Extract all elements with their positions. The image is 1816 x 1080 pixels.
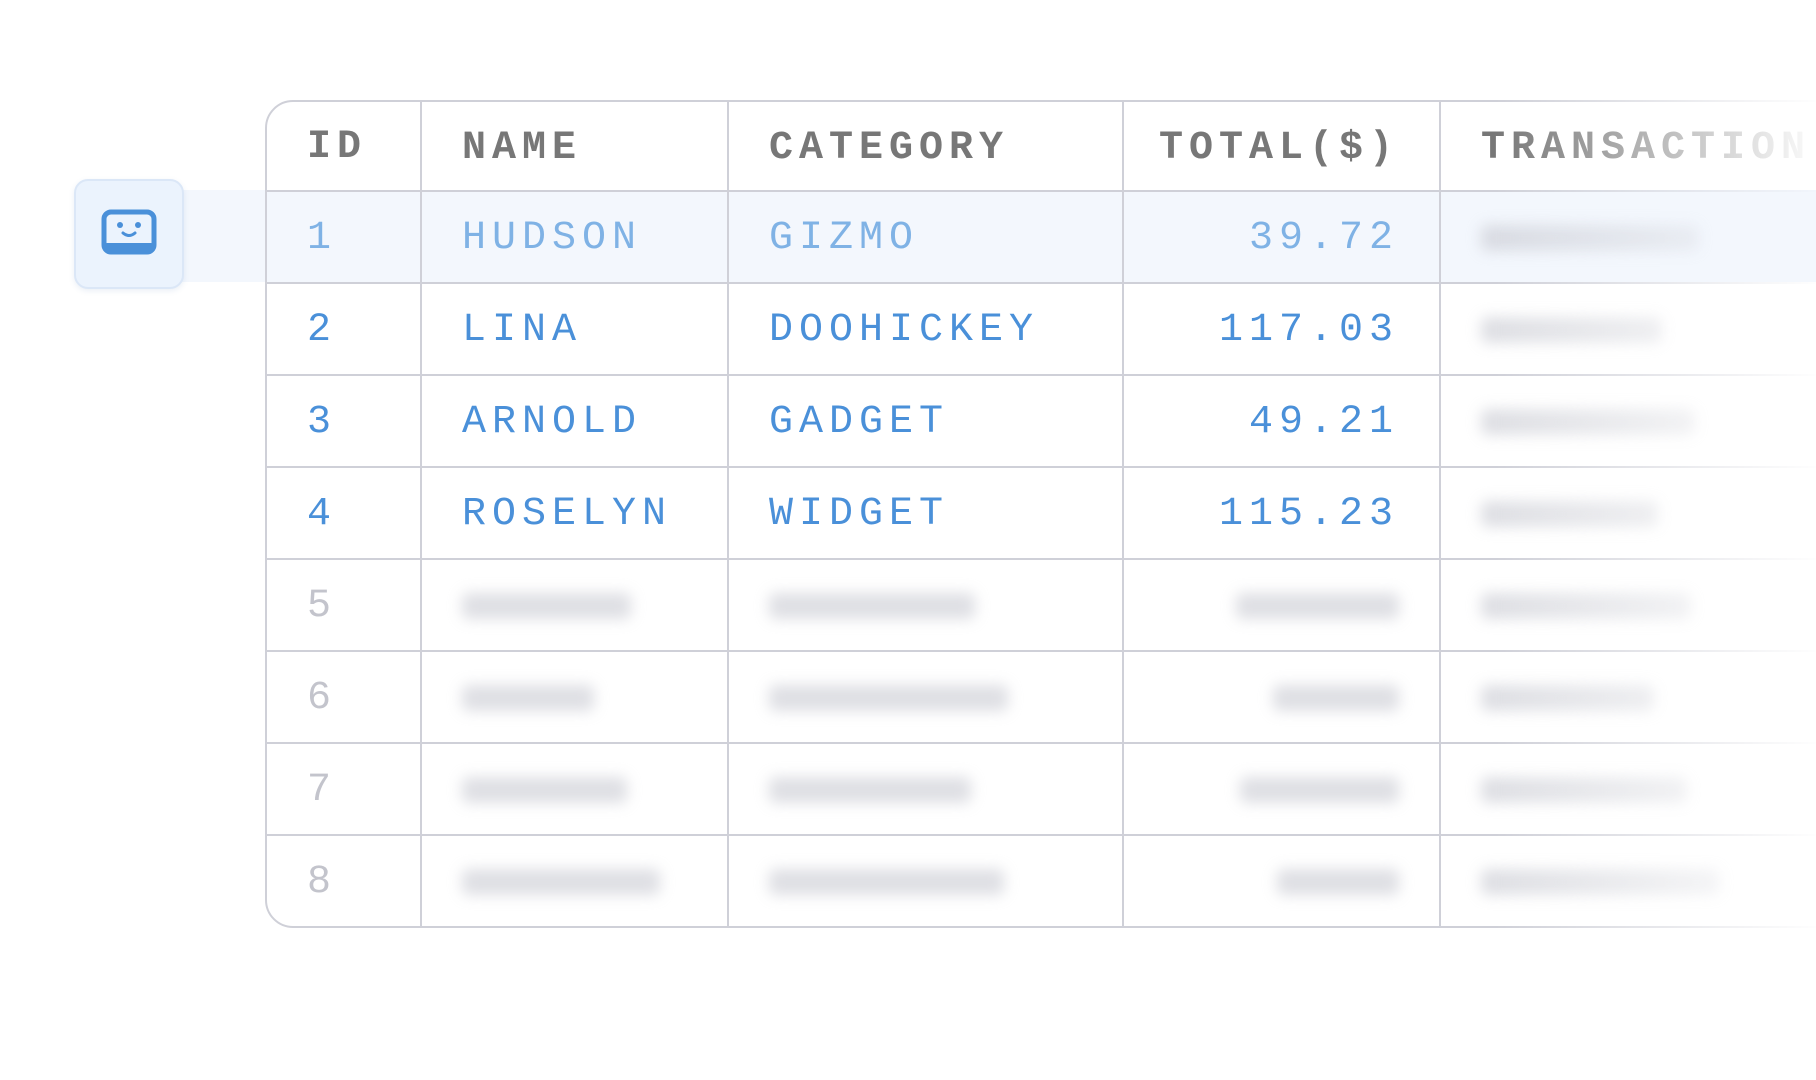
- cell-text: DOOHICKEY: [769, 307, 1040, 353]
- blurred-cell: [462, 685, 594, 711]
- column-header: NAME: [462, 125, 583, 171]
- cell-text: ROSELYN: [462, 491, 673, 537]
- table-wrap: ID NAME CATEGORY TOTAL($) TRANSACTION 1 HUDSON…: [265, 100, 1816, 930]
- row-id: 3: [307, 399, 338, 445]
- column-divider: [420, 102, 422, 928]
- blurred-cell: [462, 869, 660, 895]
- cell-text: HUDSON: [462, 215, 643, 261]
- cell-text: 49.21: [1248, 399, 1399, 445]
- blurred-cell: [1277, 869, 1399, 895]
- blurred-cell: [769, 777, 971, 803]
- blurred-cell: [1481, 869, 1720, 895]
- blurred-cell: [769, 593, 975, 619]
- blurred-cell: [1236, 593, 1399, 619]
- column-divider: [727, 102, 729, 928]
- row-id: 5: [307, 583, 338, 629]
- row-divider: [267, 466, 1816, 468]
- row-id: 2: [307, 307, 338, 353]
- column-header: TOTAL($): [1158, 125, 1399, 171]
- row-divider: [267, 374, 1816, 376]
- column-header: ID: [307, 124, 368, 170]
- cell-text: 39.72: [1248, 215, 1399, 261]
- column-header: TRANSACTION: [1481, 125, 1812, 171]
- blurred-cell: [769, 685, 1008, 711]
- table: ID NAME CATEGORY TOTAL($) TRANSACTION 1 HUDSON…: [265, 100, 1816, 928]
- blurred-cell: [462, 777, 627, 803]
- cell-text: 117.03: [1218, 307, 1399, 353]
- row-divider: [267, 742, 1816, 744]
- row-divider: [267, 190, 1816, 192]
- row-id: 8: [307, 859, 338, 905]
- bot-icon: [101, 209, 157, 255]
- row-divider: [267, 558, 1816, 560]
- blurred-cell: [1481, 501, 1658, 527]
- column-divider: [1439, 102, 1441, 928]
- cell-text: GADGET: [769, 399, 950, 445]
- blurred-cell: [1481, 685, 1654, 711]
- row-id: 1: [307, 215, 338, 261]
- row-divider: [267, 834, 1816, 836]
- row-id: 7: [307, 767, 338, 813]
- row-divider: [267, 282, 1816, 284]
- blurred-cell: [1240, 777, 1399, 803]
- cell-text: LINA: [462, 307, 583, 353]
- row-icon[interactable]: [74, 179, 184, 289]
- blurred-cell: [1481, 777, 1687, 803]
- row-id: 6: [307, 675, 338, 721]
- cell-text: GIZMO: [769, 215, 920, 261]
- cell-text: ARNOLD: [462, 399, 643, 445]
- blurred-cell: [1481, 317, 1662, 343]
- blurred-cell: [1481, 409, 1695, 435]
- cell-text: 115.23: [1218, 491, 1399, 537]
- column-divider: [1122, 102, 1124, 928]
- blurred-cell: [769, 869, 1004, 895]
- blurred-cell: [1273, 685, 1399, 711]
- blurred-cell: [1481, 593, 1691, 619]
- blurred-cell: [1481, 225, 1699, 251]
- column-header: CATEGORY: [769, 125, 1010, 171]
- blurred-cell: [462, 593, 631, 619]
- row-divider: [267, 650, 1816, 652]
- cell-text: WIDGET: [769, 491, 950, 537]
- row-id: 4: [307, 491, 338, 537]
